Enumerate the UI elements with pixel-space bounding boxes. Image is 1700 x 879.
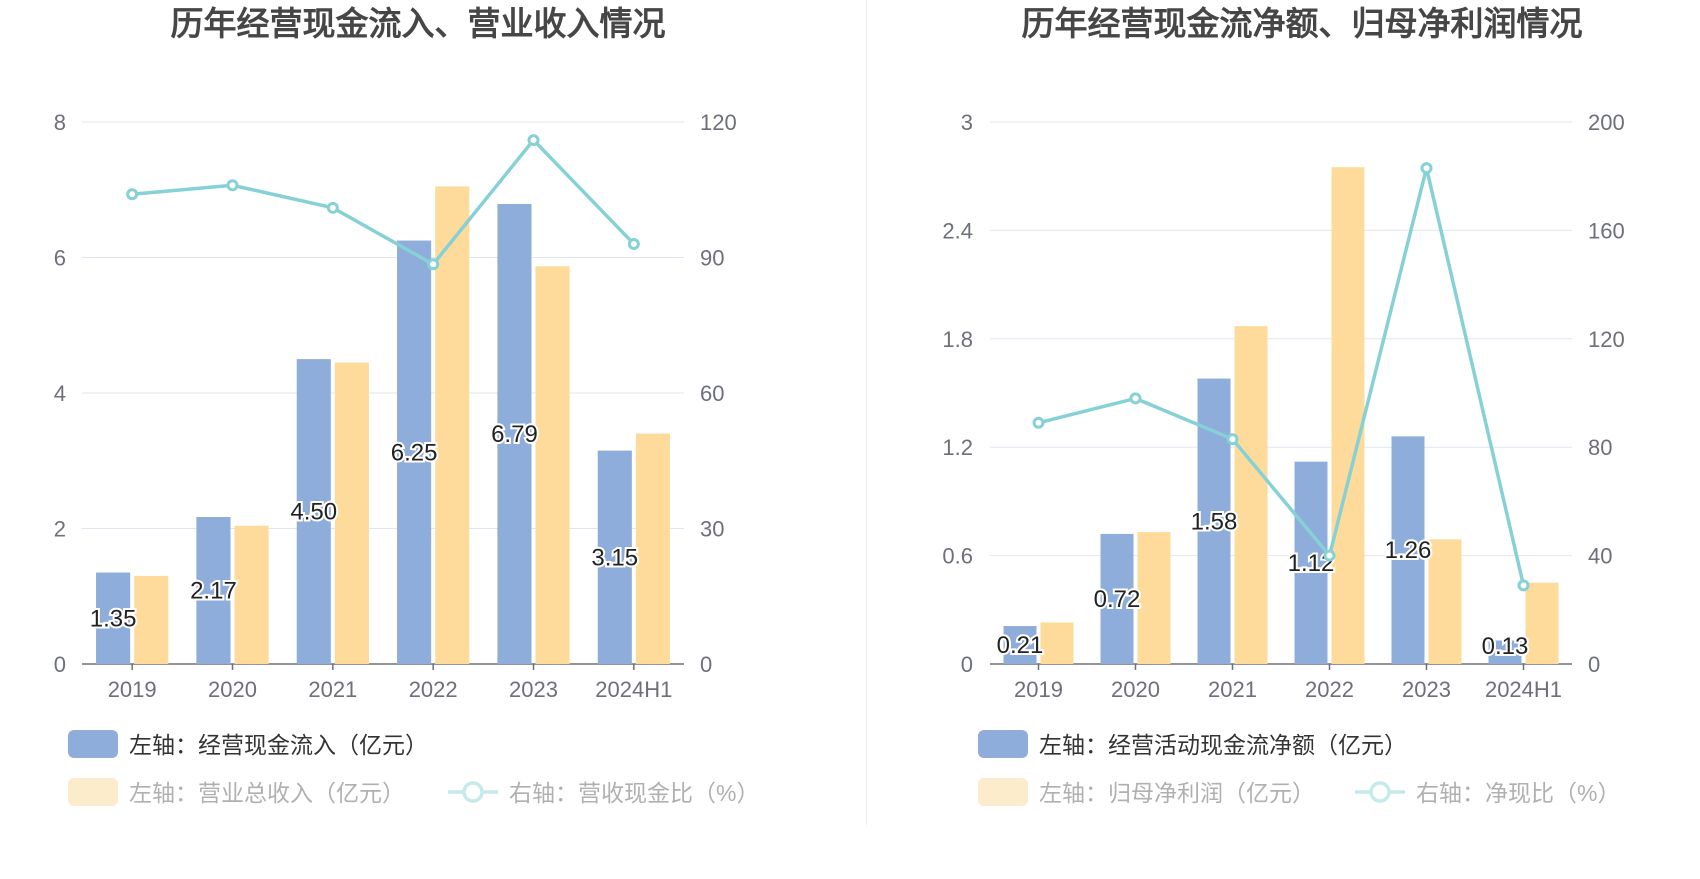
- bar-primary: [1488, 640, 1522, 664]
- bar-secondary: [635, 433, 670, 664]
- x-axis-tick-label: 2024H1: [595, 677, 672, 702]
- bar-primary: [1003, 626, 1037, 664]
- right-axis-tick-label: 120: [1588, 327, 1625, 352]
- ratio-point: [527, 134, 540, 147]
- legend-swatch-line-marker: [1369, 781, 1391, 803]
- bar-primary: [1294, 461, 1328, 664]
- ratio-point: [1032, 416, 1045, 429]
- bar-data-label: 3.15: [591, 544, 638, 571]
- x-axis-tick-label: 2022: [409, 677, 458, 702]
- left-axis-tick-label: 8: [54, 110, 66, 135]
- left-axis-tick-label: 0: [54, 652, 66, 677]
- x-axis-tick-label: 2019: [1014, 677, 1063, 702]
- legend-label: 左轴：营业总收入（亿元）: [129, 780, 405, 806]
- ratio-point: [627, 237, 640, 250]
- ratio-point: [126, 188, 139, 201]
- x-axis-tick-label: 2023: [1402, 677, 1451, 702]
- bar-primary: [497, 203, 532, 665]
- bar-primary: [397, 240, 432, 664]
- right-axis-tick-label: 90: [700, 246, 724, 271]
- legend-label: 右轴：营收现金比（%）: [509, 780, 759, 806]
- x-axis-tick-label: 2021: [1208, 677, 1257, 702]
- right-axis-tick-label: 0: [1588, 652, 1600, 677]
- right-axis-tick-label: 160: [1588, 218, 1625, 243]
- bar-primary: [196, 516, 231, 664]
- bar-secondary: [1428, 539, 1462, 664]
- right-axis-tick-label: 60: [700, 381, 724, 406]
- bar-secondary: [535, 266, 570, 664]
- bar-data-label: 6.25: [391, 439, 438, 466]
- ratio-point: [1226, 433, 1239, 446]
- right-axis-tick-label: 40: [1588, 544, 1612, 569]
- legend-swatch-bar-primary: [978, 730, 1028, 758]
- bar-data-label: 1.26: [1385, 537, 1432, 564]
- ratio-point: [1420, 162, 1433, 175]
- bar-secondary: [134, 575, 169, 664]
- bar-secondary: [334, 362, 369, 664]
- bar-data-label: 6.79: [491, 421, 538, 448]
- bar-secondary: [1040, 622, 1074, 664]
- bar-secondary: [1525, 582, 1559, 664]
- bar-primary: [96, 572, 131, 664]
- ratio-point: [226, 179, 239, 192]
- left-axis-tick-label: 0: [961, 652, 973, 677]
- bar-secondary: [1137, 532, 1171, 664]
- bar-data-label: 0.21: [997, 632, 1044, 659]
- right-axis-tick-label: 80: [1588, 435, 1612, 460]
- ratio-point: [326, 201, 339, 214]
- bar-primary: [1391, 436, 1425, 664]
- bar-data-label: 1.35: [90, 605, 137, 632]
- legend-label: 左轴：经营活动现金流净额（亿元）: [1039, 732, 1407, 758]
- bar-data-label: 4.50: [290, 499, 337, 526]
- bar-secondary: [1234, 326, 1268, 664]
- bar-data-label: 2.17: [190, 577, 237, 604]
- bar-primary: [296, 359, 331, 664]
- legend-label: 左轴：归母净利润（亿元）: [1039, 780, 1315, 806]
- left-axis-tick-label: 1.2: [942, 435, 973, 460]
- left-axis-tick-label: 6: [54, 246, 66, 271]
- ratio-point: [1517, 579, 1530, 592]
- bar-secondary: [234, 525, 269, 664]
- left-axis-tick-label: 4: [54, 381, 66, 406]
- bar-data-label: 0.13: [1482, 633, 1529, 660]
- x-axis-tick-label: 2020: [208, 677, 257, 702]
- left-axis-tick-label: 0.6: [942, 544, 973, 569]
- legend-swatch-bar-secondary: [978, 778, 1028, 806]
- bar-data-label: 0.72: [1094, 586, 1141, 613]
- legend-swatch-line-marker: [462, 781, 484, 803]
- x-axis-tick-label: 2019: [108, 677, 157, 702]
- left-axis-tick-label: 3: [961, 110, 973, 135]
- right-axis-tick-label: 200: [1588, 110, 1625, 135]
- bar-primary: [597, 450, 632, 664]
- bar-data-label: 1.58: [1191, 508, 1238, 535]
- ratio-line: [132, 137, 636, 267]
- x-axis-tick-label: 2020: [1111, 677, 1160, 702]
- legend-swatch-bar-primary: [68, 730, 118, 758]
- legend-label: 左轴：经营现金流入（亿元）: [129, 732, 428, 758]
- x-axis-tick-label: 2022: [1305, 677, 1354, 702]
- bar-primary: [1100, 533, 1134, 664]
- left-axis-tick-label: 1.8: [942, 327, 973, 352]
- legend-label: 右轴：净现比（%）: [1416, 780, 1620, 806]
- ratio-line: [1038, 167, 1526, 586]
- right-axis-tick-label: 120: [700, 110, 737, 135]
- bar-secondary: [435, 186, 470, 665]
- legend-swatch-bar-secondary: [68, 778, 118, 806]
- x-axis-tick-label: 2021: [308, 677, 357, 702]
- x-axis-tick-label: 2024H1: [1485, 677, 1562, 702]
- ratio-point: [427, 258, 440, 271]
- chart-title: 历年经营现金流入、营业收入情况: [171, 5, 666, 42]
- left-axis-tick-label: 2: [54, 517, 66, 542]
- x-axis-tick-label: 2023: [509, 677, 558, 702]
- chart-title: 历年经营现金流净额、归母净利润情况: [1022, 5, 1583, 42]
- left-axis-tick-label: 2.4: [942, 218, 973, 243]
- ratio-point: [1323, 549, 1336, 562]
- right-axis-tick-label: 30: [700, 517, 724, 542]
- bar-secondary: [1331, 167, 1365, 664]
- ratio-point: [1129, 392, 1142, 405]
- right-axis-tick-label: 0: [700, 652, 712, 677]
- panel-divider: [866, 0, 867, 825]
